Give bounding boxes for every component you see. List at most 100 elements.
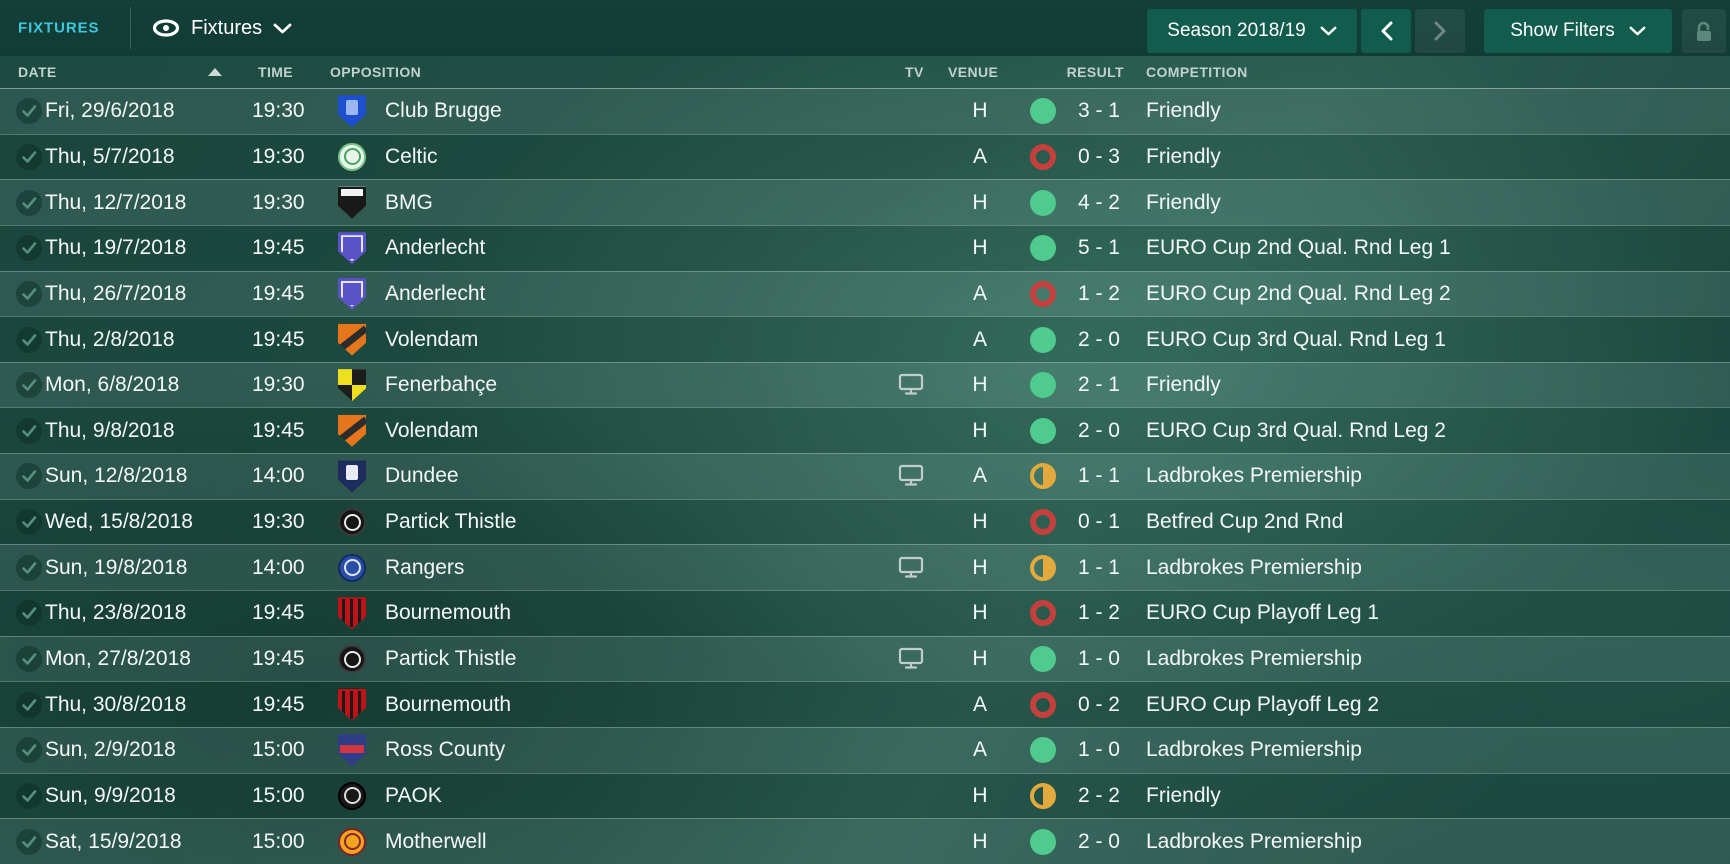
team-badge-icon: [338, 414, 366, 447]
competition: EURO Cup 3rd Qual. Rnd Leg 1: [1146, 327, 1446, 351]
competition: Ladbrokes Premiership: [1146, 738, 1362, 762]
team-badge-icon: [338, 827, 366, 856]
fixture-date: Mon, 27/8/2018: [45, 647, 191, 670]
venue-letter: H: [972, 373, 988, 397]
fixture-date: Thu, 26/7/2018: [45, 281, 187, 305]
fixture-row[interactable]: Thu, 12/7/2018 19:30 BMG H 4 - 2 Friendl…: [0, 179, 1730, 225]
fixture-time: 19:30: [252, 190, 305, 214]
score: 1 - 2: [1077, 601, 1120, 625]
fixture-row[interactable]: Mon, 27/8/2018 19:45 Partick Thistle H 1…: [0, 635, 1730, 682]
result-indicator-icon: [1030, 280, 1056, 307]
fixture-row[interactable]: Mon, 6/8/2018 19:30 Fenerbahçe H 2 - 1 F…: [0, 361, 1730, 408]
team-badge-icon: [338, 508, 366, 537]
next-season-button[interactable]: [1415, 9, 1465, 53]
venue-letter: H: [972, 418, 988, 442]
opposition-name: Bournemouth: [385, 692, 512, 716]
score: 0 - 1: [1077, 510, 1120, 534]
fixture-date: Wed, 15/8/2018: [45, 510, 193, 534]
opposition-name: Celtic: [385, 144, 438, 168]
team-badge-icon: [338, 460, 366, 493]
fixture-date: Thu, 9/8/2018: [45, 418, 175, 442]
team-badge-icon: [338, 369, 366, 402]
fixture-date: Thu, 5/7/2018: [45, 144, 175, 168]
header-date[interactable]: DATE: [18, 64, 57, 80]
fixture-row[interactable]: Sun, 19/8/2018 14:00 Rangers H 1 - 1 Lad…: [0, 544, 1730, 591]
fixture-time: 19:30: [252, 144, 305, 168]
header-result[interactable]: RESULT: [1066, 64, 1124, 80]
team-badge-icon: [338, 323, 366, 356]
fixture-time: 19:30: [252, 373, 305, 397]
season-label: Season 2018/19: [1167, 20, 1306, 41]
view-selector-dropdown[interactable]: Fixtures: [152, 0, 292, 56]
competition: Friendly: [1146, 99, 1221, 123]
result-indicator-icon: [1030, 554, 1056, 581]
fixture-date: Thu, 12/7/2018: [45, 190, 187, 214]
fixture-date: Thu, 23/8/2018: [45, 601, 187, 625]
season-dropdown-button[interactable]: Season 2018/19: [1147, 9, 1357, 53]
score: 2 - 0: [1077, 829, 1120, 853]
fixture-row[interactable]: Fri, 29/6/2018 19:30 Club Brugge H 3 - 1…: [0, 89, 1730, 134]
header-venue[interactable]: VENUE: [948, 64, 999, 80]
score: 2 - 1: [1077, 373, 1120, 397]
chevron-down-icon: [273, 23, 292, 33]
header-tv[interactable]: TV: [905, 64, 924, 80]
chevron-down-icon: [1320, 26, 1337, 36]
team-badge-icon: [338, 277, 366, 310]
team-badge-icon: [338, 597, 366, 630]
fixture-row[interactable]: Thu, 9/8/2018 19:45 Volendam H 2 - 0 EUR…: [0, 407, 1730, 454]
fixture-row[interactable]: Thu, 26/7/2018 19:45 Anderlecht A 1 - 2 …: [0, 270, 1730, 317]
fixture-row[interactable]: Thu, 23/8/2018 19:45 Bournemouth H 1 - 2…: [0, 590, 1730, 636]
fixture-row[interactable]: Thu, 19/7/2018 19:45 Anderlecht H 5 - 1 …: [0, 224, 1730, 271]
venue-letter: H: [972, 510, 988, 534]
fixture-row[interactable]: Wed, 15/8/2018 19:30 Partick Thistle H 0…: [0, 498, 1730, 545]
fixture-time: 19:45: [252, 647, 305, 670]
fixture-row[interactable]: Thu, 30/8/2018 19:45 Bournemouth A 0 - 2…: [0, 681, 1730, 727]
page-title: FIXTURES: [18, 19, 100, 37]
fixture-time: 15:00: [252, 829, 305, 853]
result-indicator-icon: [1030, 737, 1056, 764]
competition: EURO Cup 2nd Qual. Rnd Leg 2: [1146, 281, 1451, 305]
opposition-name: Partick Thistle: [385, 647, 517, 670]
opposition-name: Anderlecht: [385, 281, 486, 305]
team-badge-icon: [338, 186, 366, 219]
fixture-time: 14:00: [252, 464, 305, 488]
view-selector-label: Fixtures: [191, 16, 263, 39]
header-competition[interactable]: COMPETITION: [1146, 64, 1248, 80]
competition: Ladbrokes Premiership: [1146, 647, 1362, 670]
show-filters-button[interactable]: Show Filters: [1484, 9, 1672, 53]
played-check-icon: [15, 371, 43, 399]
header-opposition[interactable]: OPPOSITION: [330, 64, 422, 80]
sort-ascending-icon: [208, 68, 222, 76]
result-indicator-icon: [1030, 646, 1056, 672]
eye-icon: [152, 19, 180, 37]
fixture-time: 19:45: [252, 281, 305, 305]
fixture-row[interactable]: Sun, 9/9/2018 15:00 PAOK H 2 - 2 Friendl…: [0, 772, 1730, 819]
fixture-date: Sun, 12/8/2018: [45, 464, 188, 488]
opposition-name: Volendam: [385, 327, 479, 351]
fixture-row[interactable]: Thu, 2/8/2018 19:45 Volendam A 2 - 0 EUR…: [0, 316, 1730, 362]
fixture-row[interactable]: Sat, 15/9/2018 15:00 Motherwell H 2 - 0 …: [0, 818, 1730, 864]
fixture-row[interactable]: Sun, 2/9/2018 15:00 Ross County A 1 - 0 …: [0, 726, 1730, 773]
previous-season-button[interactable]: [1361, 9, 1411, 53]
fixture-time: 19:30: [252, 99, 305, 123]
fixture-date: Mon, 6/8/2018: [45, 373, 180, 397]
fixture-date: Thu, 2/8/2018: [45, 327, 175, 351]
header-time[interactable]: TIME: [258, 64, 294, 80]
competition: Friendly: [1146, 783, 1221, 807]
opposition-name: Dundee: [385, 464, 459, 488]
tv-icon: [898, 647, 926, 671]
played-check-icon: [15, 234, 43, 262]
fixture-date: Sun, 19/8/2018: [45, 555, 188, 579]
played-check-icon: [15, 280, 43, 308]
fixture-row[interactable]: Thu, 5/7/2018 19:30 Celtic A 0 - 3 Frien…: [0, 133, 1730, 180]
venue-letter: H: [972, 236, 988, 260]
venue-letter: A: [972, 692, 987, 716]
team-badge-icon: [338, 781, 366, 810]
chevron-left-icon: [1381, 21, 1392, 41]
fixture-time: 19:45: [252, 236, 305, 260]
fixture-date: Thu, 19/7/2018: [45, 236, 187, 260]
score: 0 - 3: [1077, 144, 1120, 168]
chevron-right-icon: [1434, 21, 1445, 41]
fixture-row[interactable]: Sun, 12/8/2018 14:00 Dundee A 1 - 1 Ladb…: [0, 453, 1730, 499]
lock-button[interactable]: [1682, 9, 1726, 53]
